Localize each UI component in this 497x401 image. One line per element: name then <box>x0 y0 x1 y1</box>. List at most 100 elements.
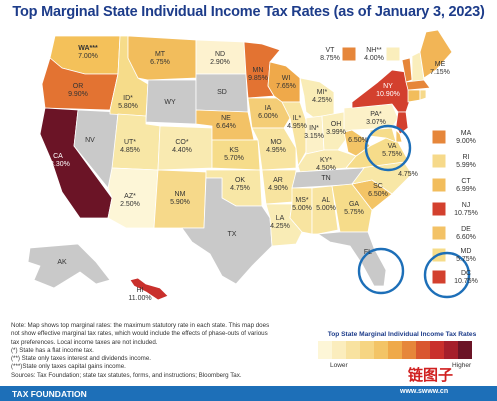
label-ok: OK 4.75% <box>230 177 250 192</box>
label-de: DE 6.60% <box>456 226 476 241</box>
legend-swatch <box>402 341 416 359</box>
map-notes: Note: Map shows top marginal rates: the … <box>11 322 311 380</box>
label-ri: RI 5.99% <box>456 154 476 169</box>
label-me: ME 7.15% <box>430 61 450 76</box>
state-de <box>395 129 403 143</box>
state-ri <box>419 89 427 101</box>
label-co: CO* 4.40% <box>172 139 192 154</box>
state-ct <box>407 89 421 103</box>
state-oh <box>321 111 351 151</box>
state-ak <box>27 243 111 289</box>
label-tn: TN <box>321 175 330 182</box>
note-line: not show effective marginal tax rates, w… <box>11 330 268 338</box>
label-al: AL 5.00% <box>316 197 336 212</box>
note-line: Sources: Tax Foundation; state tax statu… <box>11 371 242 379</box>
callout-box-nj <box>431 201 447 217</box>
legend-swatch <box>346 341 360 359</box>
state-hi <box>129 277 169 301</box>
state-fl <box>317 231 387 287</box>
label-nd: ND 2.90% <box>210 51 230 66</box>
note-line: (***)State only taxes capital gains inco… <box>11 363 126 371</box>
label-wy: WY <box>164 99 176 106</box>
label-wv: 6.50% <box>348 137 368 144</box>
state-nc <box>351 161 413 195</box>
label-md: MD 5.75% <box>456 248 476 263</box>
label-fl: FL <box>364 249 372 256</box>
label-hi: HI 11.00% <box>128 287 151 302</box>
legend-higher-label: Higher <box>452 362 472 369</box>
label-ks: KS 5.70% <box>224 147 244 162</box>
label-ut: UT* 4.85% <box>120 139 140 154</box>
label-ms: MS* 5.00% <box>292 197 312 212</box>
callout-box-ri <box>431 153 447 169</box>
label-ar: AR 4.90% <box>268 177 288 192</box>
label-sc: SC 6.50% <box>368 183 388 198</box>
label-ma: MA 9.00% <box>456 130 476 145</box>
label-il: IL* 4.95% <box>287 115 307 130</box>
note-line: (**) State only taxes interest and divid… <box>11 355 151 363</box>
us-state-map: WA*** 7.00% OR 9.90% CA 13.30% NV ID* 5.80% … <box>27 29 478 302</box>
legend-swatch <box>430 341 444 359</box>
label-vt: VT 8.75% <box>320 47 340 62</box>
label-ca: CA 13.30% <box>46 153 70 168</box>
state-ma <box>405 79 431 91</box>
label-oh: OH 3.99% <box>326 121 346 136</box>
label-ct: CT 6.99% <box>456 178 476 193</box>
label-tx: TX <box>228 231 237 238</box>
label-nm: NM 5.90% <box>170 191 190 206</box>
label-mt: MT 6.75% <box>150 51 170 66</box>
legend-swatch <box>416 341 430 359</box>
label-wa: WA*** 7.00% <box>78 45 98 60</box>
label-ky: KY* 4.50% <box>316 157 336 172</box>
state-mt <box>127 35 197 81</box>
watermark-url: www.swww.cn <box>400 388 449 395</box>
label-mn: MN 9.85% <box>248 67 268 82</box>
label-mi: MI* 4.25% <box>312 89 332 104</box>
footer-source: TAX FOUNDATION <box>12 389 87 399</box>
callout-box-ma <box>431 129 447 145</box>
legend-swatch <box>360 341 374 359</box>
callout-box-de <box>431 225 447 241</box>
label-va: VA 5.75% <box>382 143 402 158</box>
legend-color-scale <box>318 341 472 359</box>
label-mo: MO 4.95% <box>266 139 286 154</box>
label-ne: NE 6.64% <box>216 115 236 130</box>
state-mo <box>251 127 297 171</box>
callout-box-vt <box>341 46 357 62</box>
state-tx <box>181 177 273 285</box>
highlight-circle-fl <box>357 247 405 295</box>
label-pa: PA* 3.07% <box>366 111 386 126</box>
label-az: AZ* 2.50% <box>120 193 140 208</box>
state-me <box>419 29 453 79</box>
highlight-circle-dc <box>423 251 471 299</box>
label-la: LA 4.25% <box>270 215 290 230</box>
state-al <box>311 185 339 235</box>
legend-swatch <box>388 341 402 359</box>
label-nj: NJ 10.75% <box>454 202 478 217</box>
legend-lower-label: Lower <box>330 362 348 369</box>
label-nc: 4.75% <box>398 171 418 178</box>
callout-box-nh <box>385 46 401 62</box>
callout-box-dc <box>431 269 447 285</box>
label-ia: IA 6.00% <box>258 105 278 120</box>
state-ia <box>247 97 291 129</box>
label-dc: DC 10.75% <box>454 270 478 285</box>
label-sd: SD <box>217 89 227 96</box>
legend-swatch <box>318 341 332 359</box>
note-line: Note: Map shows top marginal rates: the … <box>11 322 270 329</box>
legend-swatch <box>332 341 346 359</box>
state-ny <box>351 69 411 113</box>
note-line: tax preferences. Local income taxes are … <box>11 338 158 346</box>
note-line: (*) State has a flat income tax. <box>11 346 94 354</box>
callout-box-ct <box>431 177 447 193</box>
label-id: ID* 5.80% <box>118 95 138 110</box>
label-ny: NY 10.90% <box>376 83 400 98</box>
watermark-text: 链图子 <box>408 366 454 384</box>
label-nv: NV <box>85 137 95 144</box>
legend-swatch <box>374 341 388 359</box>
label-or: OR 9.90% <box>68 83 88 98</box>
legend-title: Top State Marginal Individual Income Tax… <box>327 331 477 338</box>
legend-swatch <box>458 341 472 359</box>
map-title: Top Marginal State Individual Income Tax… <box>12 4 485 20</box>
label-in: IN* 3.15% <box>304 125 324 140</box>
